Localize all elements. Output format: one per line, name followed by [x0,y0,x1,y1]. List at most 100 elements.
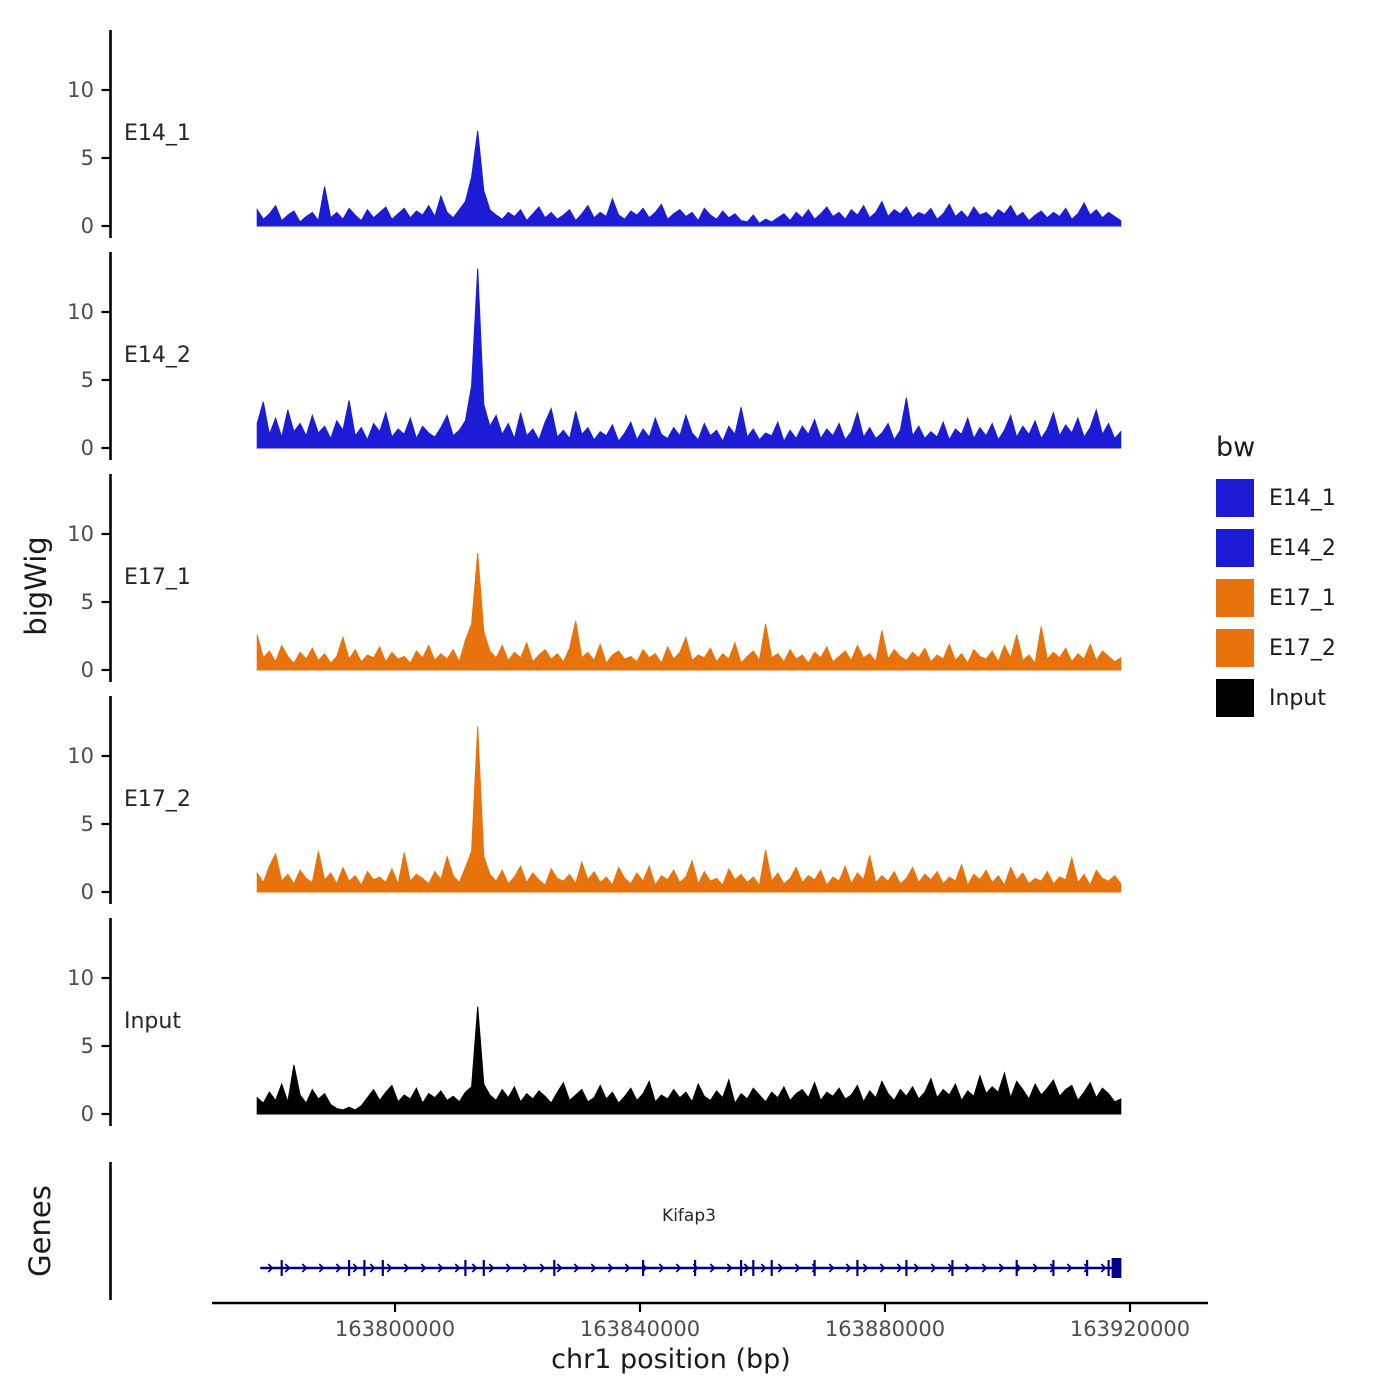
y-tick-label: 0 [81,658,94,682]
gene-strand-arrow [301,1263,308,1273]
y-tick-label: 10 [67,522,94,546]
gene-strand-arrow [811,1263,818,1273]
gene-strand-arrow [692,1263,699,1273]
genes-axis-label: Genes [23,1185,57,1277]
gene-strand-arrow [590,1263,597,1273]
gene-strand-arrow [607,1263,614,1273]
gene-strand-arrow [454,1263,461,1273]
track-label-E17_1: E17_1 [124,565,191,590]
legend: bw E14_1 E14_2 E17_1 E17_2 Input [1216,432,1336,729]
gene-strand-arrow [879,1263,886,1273]
y-tick-label: 10 [67,966,94,990]
legend-swatch-E17_2 [1216,629,1254,667]
signal-area-E14_2 [256,268,1122,449]
signal-area-E14_1 [256,130,1122,227]
gene-strand-arrow [1066,1263,1073,1273]
gene-strand-arrow [862,1263,869,1273]
y-tick-label: 0 [81,214,94,238]
gene-strand-arrow [913,1263,920,1273]
gene-strand-arrow [1049,1263,1056,1273]
y-tick-label: 0 [81,880,94,904]
gene-strand-arrow [1083,1263,1090,1273]
gene-strand-arrow [335,1263,342,1273]
legend-items: E14_1 E14_2 E17_1 E17_2 Input [1216,479,1336,717]
gene-strand-arrow [267,1263,274,1273]
gene-thick-exon [1111,1258,1122,1278]
legend-swatch-E14_2 [1216,529,1254,567]
gene-strand-arrow [658,1263,665,1273]
y-tick-label: 0 [81,1102,94,1126]
legend-item-Input: Input [1216,679,1336,717]
x-tick-label: 163800000 [335,1317,455,1341]
x-tick-label: 163920000 [1070,1317,1190,1341]
gene-strand-arrow [1100,1263,1107,1273]
track-label-E14_1: E14_1 [124,121,191,146]
x-tick-label: 163840000 [580,1317,700,1341]
legend-item-E14_2: E14_2 [1216,529,1336,567]
gene-strand-arrow [709,1263,716,1273]
gene-strand-arrow [386,1263,393,1273]
gene-strand-arrow [777,1263,784,1273]
gene-strand-arrow [896,1263,903,1273]
gene-strand-arrow [675,1263,682,1273]
gene-strand-arrow [828,1263,835,1273]
x-axis-title: chr1 position (bp) [551,1344,791,1375]
gene-strand-arrow [318,1263,325,1273]
legend-item-label: Input [1269,685,1326,711]
legend-item-label: E17_2 [1269,635,1336,661]
gene-strand-arrow [641,1263,648,1273]
gene-strand-arrow [437,1263,444,1273]
gene-strand-arrow [403,1263,410,1273]
y-tick-label: 5 [81,590,94,614]
gene-strand-arrow [981,1263,988,1273]
y-tick-label: 10 [67,744,94,768]
y-tick-label: 5 [81,146,94,170]
gene-strand-arrow [471,1263,478,1273]
gene-strand-arrow [420,1263,427,1273]
gene-strand-arrow [284,1263,291,1273]
y-tick-label: 5 [81,812,94,836]
y-tick-label: 10 [67,78,94,102]
gene-strand-arrow [488,1263,495,1273]
gene-strand-arrow [998,1263,1005,1273]
y-tick-label: 10 [67,300,94,324]
signal-area-E17_1 [256,552,1122,671]
gene-strand-arrow [573,1263,580,1273]
gene-strand-arrow [369,1263,376,1273]
gene-strand-arrow [352,1263,359,1273]
gene-strand-arrow [726,1263,733,1273]
legend-item-E14_1: E14_1 [1216,479,1336,517]
legend-swatch-Input [1216,679,1254,717]
legend-item-E17_2: E17_2 [1216,629,1336,667]
y-tick-label: 5 [81,368,94,392]
y-tick-label: 0 [81,436,94,460]
gene-strand-arrow [1032,1263,1039,1273]
gene-name-label: Kifap3 [662,1206,716,1226]
x-tick-label: 163880000 [825,1317,945,1341]
legend-item-label: E14_1 [1269,485,1336,511]
bigwig-axis-label: bigWig [19,536,53,636]
gene-strand-arrow [845,1263,852,1273]
signal-area-Input [256,1006,1122,1115]
gene-strand-arrow [947,1263,954,1273]
gene-strand-arrow [556,1263,563,1273]
legend-item-label: E14_2 [1269,535,1336,561]
gene-strand-arrow [760,1263,767,1273]
legend-swatch-E17_1 [1216,579,1254,617]
legend-item-E17_1: E17_1 [1216,579,1336,617]
legend-swatch-E14_1 [1216,479,1254,517]
track-label-Input: Input [124,1009,181,1034]
gene-strand-arrow [522,1263,529,1273]
legend-title: bw [1216,432,1256,463]
gene-strand-arrow [1015,1263,1022,1273]
gene-strand-arrow [964,1263,971,1273]
gene-strand-arrow [505,1263,512,1273]
gene-strand-arrow [930,1263,937,1273]
y-tick-label: 5 [81,1034,94,1058]
track-label-E17_2: E17_2 [124,787,191,812]
gene-strand-arrow [539,1263,546,1273]
legend-item-label: E17_1 [1269,585,1336,611]
signal-area-E17_2 [256,726,1122,893]
